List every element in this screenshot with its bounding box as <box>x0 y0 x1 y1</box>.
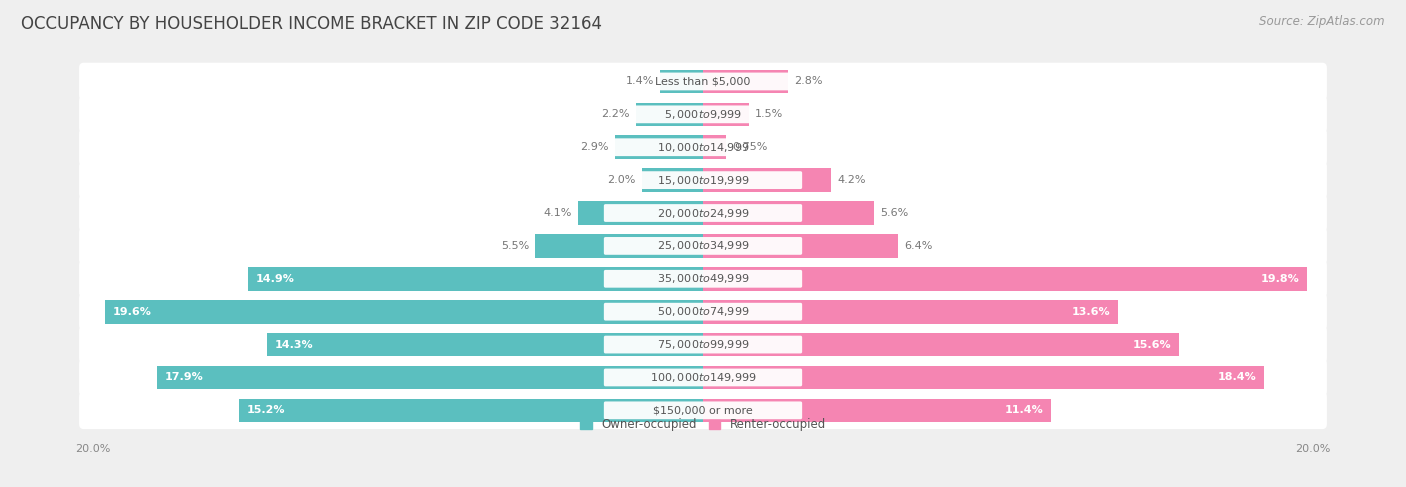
Text: Less than $5,000: Less than $5,000 <box>655 76 751 87</box>
Bar <box>661 70 703 94</box>
Bar <box>249 267 703 291</box>
Text: 13.6%: 13.6% <box>1071 307 1111 317</box>
Text: Source: ZipAtlas.com: Source: ZipAtlas.com <box>1260 15 1385 28</box>
FancyBboxPatch shape <box>79 392 1327 429</box>
FancyBboxPatch shape <box>79 129 1327 166</box>
Bar <box>703 135 725 159</box>
Text: 14.3%: 14.3% <box>274 339 314 350</box>
Text: OCCUPANCY BY HOUSEHOLDER INCOME BRACKET IN ZIP CODE 32164: OCCUPANCY BY HOUSEHOLDER INCOME BRACKET … <box>21 15 602 33</box>
Bar <box>703 70 789 94</box>
Bar <box>703 398 1050 422</box>
Text: 2.0%: 2.0% <box>607 175 636 185</box>
FancyBboxPatch shape <box>603 138 803 156</box>
Text: $10,000 to $14,999: $10,000 to $14,999 <box>657 141 749 154</box>
Bar <box>703 333 1178 356</box>
Text: $25,000 to $34,999: $25,000 to $34,999 <box>657 240 749 252</box>
FancyBboxPatch shape <box>79 359 1327 396</box>
FancyBboxPatch shape <box>603 171 803 189</box>
FancyBboxPatch shape <box>603 270 803 288</box>
FancyBboxPatch shape <box>603 336 803 354</box>
Bar <box>239 398 703 422</box>
Text: $100,000 to $149,999: $100,000 to $149,999 <box>650 371 756 384</box>
FancyBboxPatch shape <box>603 237 803 255</box>
Text: 2.9%: 2.9% <box>579 142 609 152</box>
Bar <box>703 267 1308 291</box>
Text: 2.2%: 2.2% <box>602 110 630 119</box>
FancyBboxPatch shape <box>603 73 803 91</box>
Bar <box>703 234 898 258</box>
FancyBboxPatch shape <box>79 161 1327 199</box>
Bar <box>536 234 703 258</box>
FancyBboxPatch shape <box>79 293 1327 330</box>
Bar <box>636 102 703 126</box>
Text: 11.4%: 11.4% <box>1004 405 1043 415</box>
FancyBboxPatch shape <box>79 260 1327 298</box>
FancyBboxPatch shape <box>603 106 803 123</box>
Bar <box>703 201 875 225</box>
Text: 2.8%: 2.8% <box>794 76 823 87</box>
Text: 15.2%: 15.2% <box>247 405 285 415</box>
Bar <box>703 366 1264 389</box>
Text: $5,000 to $9,999: $5,000 to $9,999 <box>664 108 742 121</box>
Text: 19.8%: 19.8% <box>1261 274 1299 284</box>
FancyBboxPatch shape <box>79 326 1327 363</box>
Text: 5.5%: 5.5% <box>501 241 529 251</box>
Text: $75,000 to $99,999: $75,000 to $99,999 <box>657 338 749 351</box>
FancyBboxPatch shape <box>603 401 803 419</box>
FancyBboxPatch shape <box>603 303 803 320</box>
Bar <box>703 169 831 192</box>
Text: 14.9%: 14.9% <box>256 274 295 284</box>
Bar <box>643 169 703 192</box>
Text: 0.75%: 0.75% <box>733 142 768 152</box>
Text: $35,000 to $49,999: $35,000 to $49,999 <box>657 272 749 285</box>
Bar <box>703 102 749 126</box>
FancyBboxPatch shape <box>79 63 1327 100</box>
Text: 15.6%: 15.6% <box>1133 339 1171 350</box>
Text: $20,000 to $24,999: $20,000 to $24,999 <box>657 206 749 220</box>
Text: 6.4%: 6.4% <box>904 241 932 251</box>
Text: 1.4%: 1.4% <box>626 76 654 87</box>
FancyBboxPatch shape <box>79 95 1327 133</box>
Text: $50,000 to $74,999: $50,000 to $74,999 <box>657 305 749 318</box>
Text: 4.1%: 4.1% <box>544 208 572 218</box>
Bar <box>578 201 703 225</box>
Text: 19.6%: 19.6% <box>112 307 152 317</box>
Text: 5.6%: 5.6% <box>880 208 908 218</box>
FancyBboxPatch shape <box>603 369 803 386</box>
Legend: Owner-occupied, Renter-occupied: Owner-occupied, Renter-occupied <box>575 414 831 436</box>
FancyBboxPatch shape <box>603 204 803 222</box>
Text: 4.2%: 4.2% <box>837 175 866 185</box>
Text: 17.9%: 17.9% <box>165 373 204 382</box>
Text: 18.4%: 18.4% <box>1218 373 1257 382</box>
Bar <box>157 366 703 389</box>
Text: 1.5%: 1.5% <box>755 110 783 119</box>
FancyBboxPatch shape <box>79 227 1327 264</box>
Bar <box>703 300 1118 323</box>
Bar <box>267 333 703 356</box>
Text: $15,000 to $19,999: $15,000 to $19,999 <box>657 174 749 187</box>
FancyBboxPatch shape <box>79 194 1327 232</box>
Bar <box>614 135 703 159</box>
Bar <box>105 300 703 323</box>
Text: $150,000 or more: $150,000 or more <box>654 405 752 415</box>
